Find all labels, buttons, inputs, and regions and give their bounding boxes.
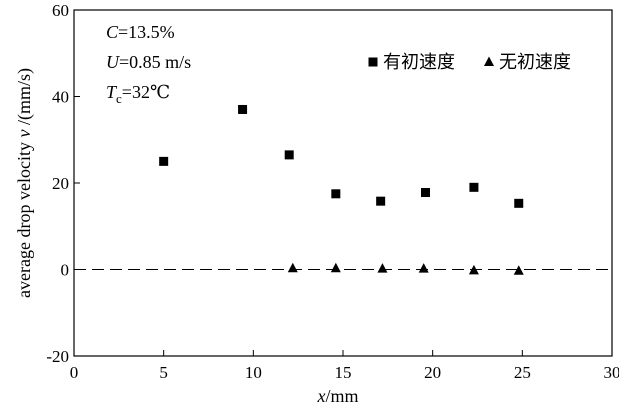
annotation-subscript: c	[116, 91, 122, 106]
x-axis-title: x/mm	[316, 386, 358, 406]
data-point-square	[376, 196, 386, 206]
annotation-line: U=0.85 m/s	[106, 52, 191, 72]
data-point-square	[159, 156, 169, 166]
data-point-square	[238, 104, 248, 114]
y-tick-label: 20	[52, 174, 69, 193]
data-point-square	[331, 189, 341, 199]
annotation-value: =32℃	[122, 82, 170, 102]
annotation-line: C=13.5%	[106, 22, 175, 42]
legend-label: 无初速度	[499, 52, 571, 73]
data-point-triangle	[330, 262, 341, 273]
x-tick-label: 20	[424, 363, 441, 382]
x-axis-variable: x	[316, 386, 325, 406]
x-tick-label: 10	[245, 363, 262, 382]
data-point-triangle	[468, 264, 479, 275]
data-point-square	[469, 182, 479, 192]
y-tick-label: 0	[61, 261, 70, 280]
y-tick-label: 60	[52, 1, 69, 20]
annotation-variable: U	[106, 52, 120, 72]
x-tick-label: 30	[604, 363, 619, 382]
y-axis-title: average drop velocity v /(mm/s)	[14, 68, 35, 298]
annotation-line: Tc=32℃	[106, 82, 170, 106]
annotation-value: =13.5%	[118, 22, 175, 42]
data-points	[159, 104, 524, 275]
legend-marker-triangle	[484, 56, 494, 66]
annotation-value: =0.85 m/s	[119, 52, 191, 72]
y-tick-label: 40	[52, 88, 69, 107]
data-point-square	[420, 188, 430, 198]
annotation-variable: T	[106, 82, 118, 102]
legend-marker-square	[368, 57, 378, 67]
data-point-triangle	[287, 262, 298, 273]
data-point-triangle	[377, 263, 388, 273]
annotation-variable: C	[106, 22, 119, 42]
legend-label: 有初速度	[383, 52, 455, 73]
y-axis-label: average drop velocity	[14, 138, 34, 298]
x-tick-label: 25	[514, 363, 531, 382]
y-axis-unit: /(mm/s)	[14, 68, 35, 130]
data-point-triangle	[513, 265, 524, 275]
data-point-square	[284, 150, 294, 160]
y-tick-label: -20	[46, 347, 69, 366]
y-axis-variable: v	[14, 130, 34, 138]
data-point-triangle	[418, 263, 429, 273]
x-tick-label: 5	[159, 363, 168, 382]
x-tick-label: 15	[335, 363, 352, 382]
x-tick-label: 0	[70, 363, 79, 382]
axis-ticks	[73, 9, 613, 357]
legend: 有初速度 无初速度	[368, 52, 571, 73]
condition-annotations: C=13.5%U=0.85 m/sTc=32℃	[106, 22, 191, 106]
x-axis-unit: /mm	[325, 386, 358, 406]
data-point-square	[514, 198, 524, 208]
